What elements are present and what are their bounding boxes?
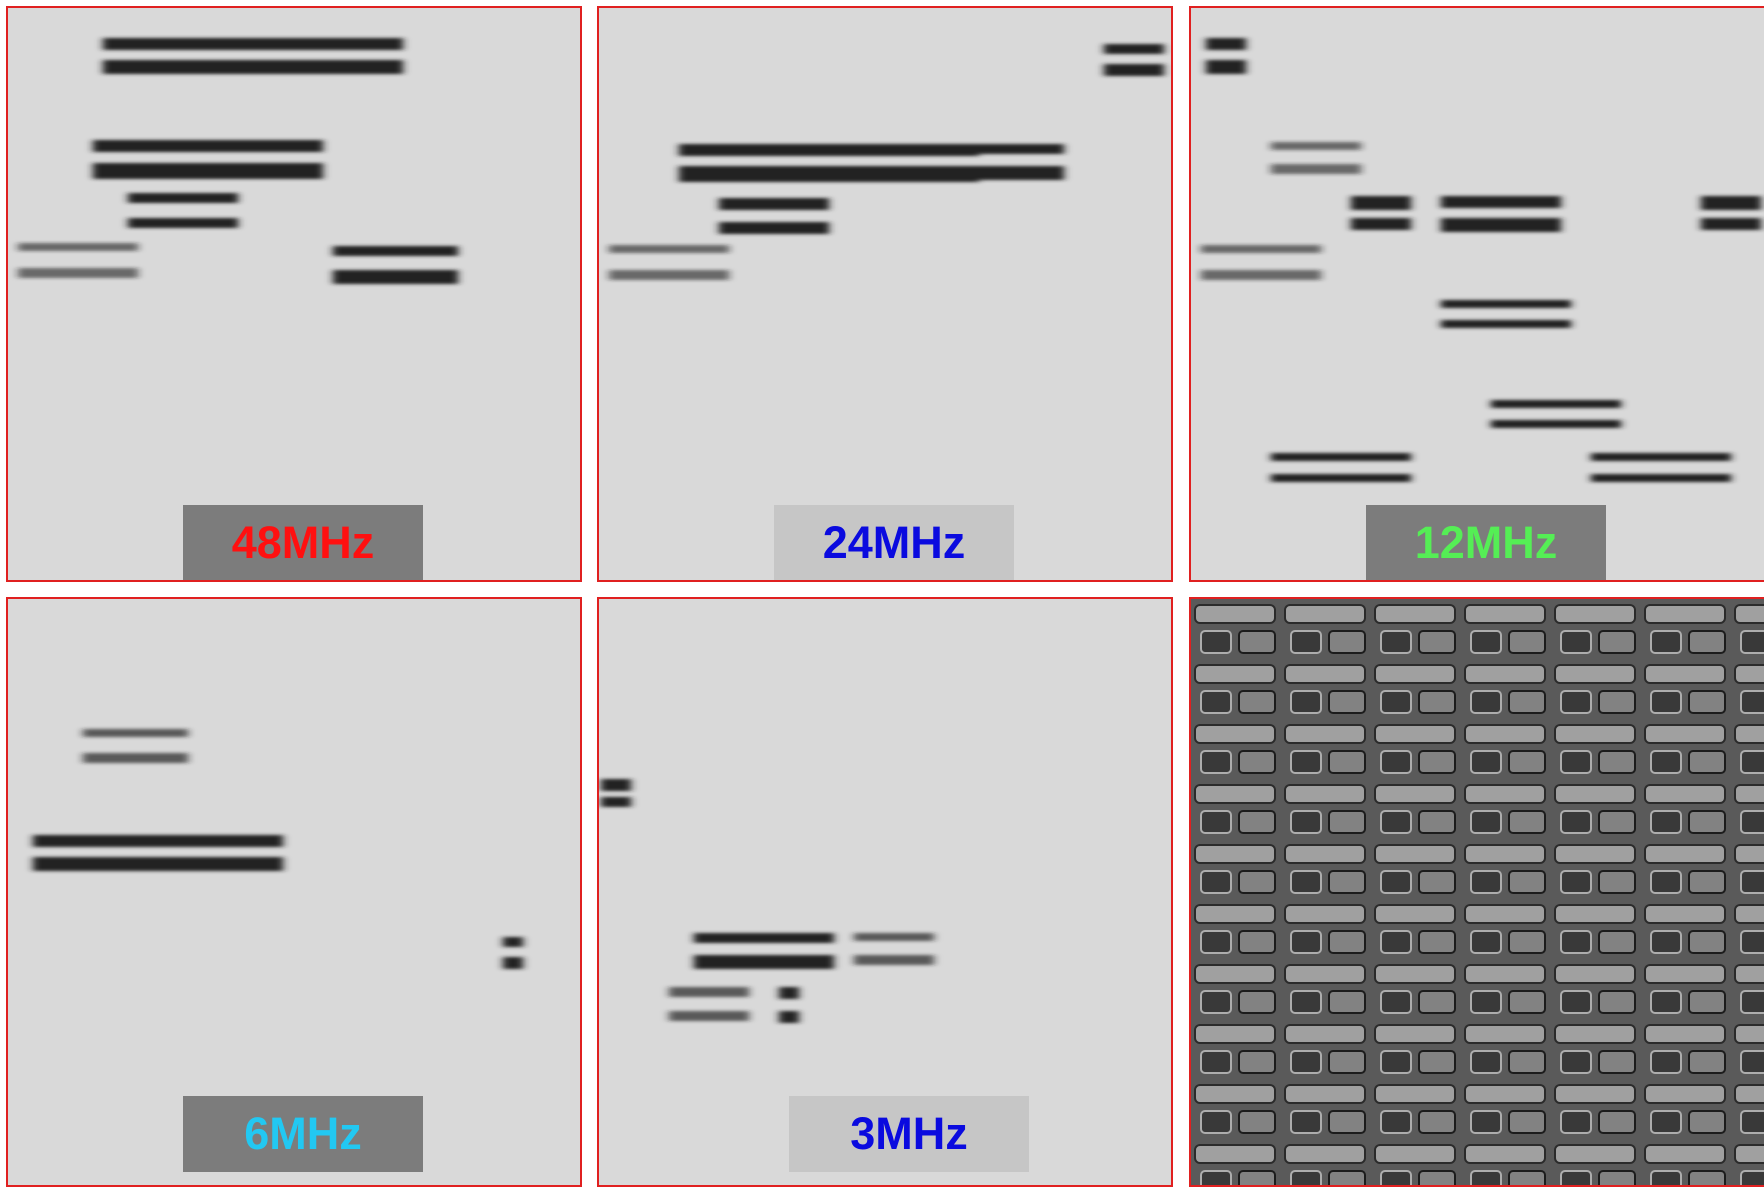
blur-image — [599, 8, 1173, 582]
chip-pattern — [1191, 599, 1764, 1187]
blur-image — [8, 8, 582, 582]
page: 48MHz 24MHz 12MHz 6MHz 3MHz (() — [0, 0, 1764, 1172]
frequency-label: 12MHz — [1366, 505, 1606, 581]
image-panel: 24MHz — [597, 6, 1173, 582]
chip-image — [1189, 597, 1764, 1187]
frequency-label: 24MHz — [774, 505, 1014, 581]
blur-image — [1191, 8, 1764, 582]
frequency-label: 48MHz — [183, 505, 423, 581]
image-panel: 12MHz — [1189, 6, 1764, 582]
image-panel: 6MHz — [6, 597, 582, 1187]
image-panel: 48MHz — [6, 6, 582, 582]
image-panel: 3MHz — [597, 597, 1173, 1187]
frequency-label: 3MHz — [789, 1096, 1029, 1172]
frequency-label: 6MHz — [183, 1096, 423, 1172]
